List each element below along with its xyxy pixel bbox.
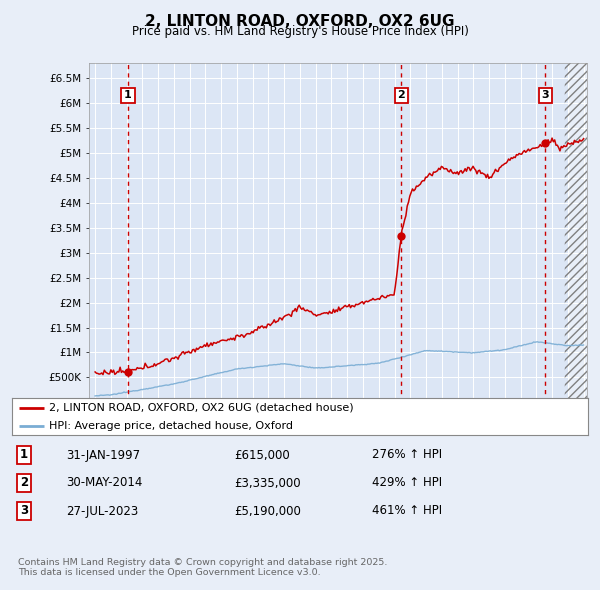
- Text: 2, LINTON ROAD, OXFORD, OX2 6UG (detached house): 2, LINTON ROAD, OXFORD, OX2 6UG (detache…: [49, 403, 354, 413]
- Text: 2, LINTON ROAD, OXFORD, OX2 6UG: 2, LINTON ROAD, OXFORD, OX2 6UG: [145, 14, 455, 28]
- Text: 31-JAN-1997: 31-JAN-1997: [66, 448, 140, 461]
- Text: 1: 1: [124, 90, 132, 100]
- Text: 2: 2: [397, 90, 405, 100]
- Text: 429% ↑ HPI: 429% ↑ HPI: [372, 477, 442, 490]
- Text: £615,000: £615,000: [234, 448, 290, 461]
- Text: HPI: Average price, detached house, Oxford: HPI: Average price, detached house, Oxfo…: [49, 421, 293, 431]
- Text: 2: 2: [20, 477, 28, 490]
- Text: 3: 3: [20, 504, 28, 517]
- Text: £3,335,000: £3,335,000: [234, 477, 301, 490]
- Text: 1: 1: [20, 448, 28, 461]
- Text: Contains HM Land Registry data © Crown copyright and database right 2025.
This d: Contains HM Land Registry data © Crown c…: [18, 558, 388, 577]
- Text: Price paid vs. HM Land Registry's House Price Index (HPI): Price paid vs. HM Land Registry's House …: [131, 25, 469, 38]
- Text: 3: 3: [542, 90, 549, 100]
- Text: 461% ↑ HPI: 461% ↑ HPI: [372, 504, 442, 517]
- Text: 27-JUL-2023: 27-JUL-2023: [66, 504, 138, 517]
- Bar: [569, 63, 587, 402]
- Text: £5,190,000: £5,190,000: [234, 504, 301, 517]
- Text: 30-MAY-2014: 30-MAY-2014: [66, 477, 142, 490]
- Text: 276% ↑ HPI: 276% ↑ HPI: [372, 448, 442, 461]
